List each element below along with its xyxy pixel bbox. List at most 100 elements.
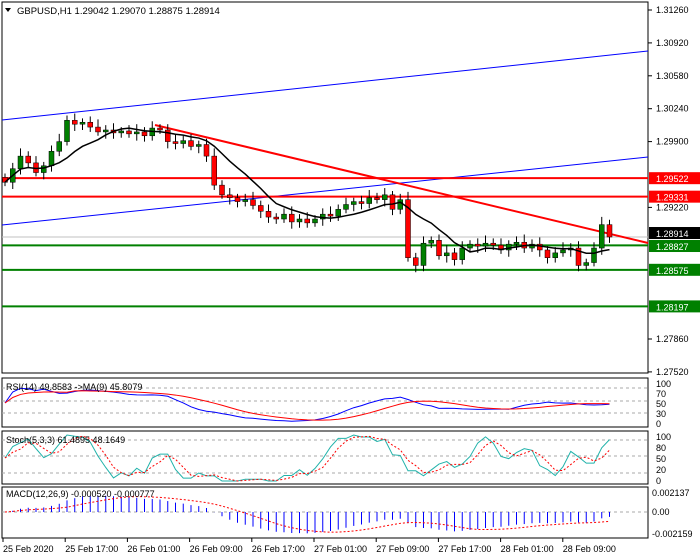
candle — [599, 224, 605, 249]
stoch-tick-label: 20 — [656, 465, 666, 475]
level-label: 1.29522 — [656, 174, 689, 184]
candle — [366, 197, 372, 204]
level-label: 1.28914 — [656, 229, 689, 239]
macd-title: MACD(12,26,9) -0.000520 -0.000777 — [6, 489, 155, 499]
time-label: 25 Feb 2020 — [3, 544, 54, 554]
rsi-tick-label: 100 — [656, 379, 671, 389]
stoch-tick-label: 100 — [656, 432, 671, 442]
candle — [56, 141, 62, 152]
rsi-tick-label: 70 — [656, 389, 666, 399]
candle — [41, 165, 47, 173]
candle — [172, 141, 179, 144]
level-label-bg — [649, 240, 700, 253]
candle — [537, 243, 543, 251]
candle — [87, 121, 93, 128]
price-tick-label: 1.29900 — [656, 137, 689, 147]
dropdown-triangle-icon — [5, 8, 11, 12]
price-tick-label: 1.29220 — [656, 202, 689, 212]
rsi-tick-label: 50 — [656, 399, 666, 409]
time-label: 28 Feb 09:00 — [563, 544, 616, 554]
price-tick-label: 1.27520 — [656, 367, 689, 377]
price-tick-label: 1.30920 — [656, 38, 689, 48]
candle — [552, 252, 558, 258]
candle — [490, 242, 496, 246]
stoch-panel-frame — [1, 430, 649, 485]
rsi-title: RSI(14) 49.8583 ->MA(9) 45.8079 — [6, 382, 142, 392]
level-label-bg — [649, 172, 700, 185]
candle — [95, 126, 101, 133]
candle — [451, 252, 458, 260]
candle — [103, 129, 109, 133]
stoch-signal-line — [4, 435, 610, 482]
stoch-main-line — [4, 434, 610, 482]
candle — [211, 155, 217, 186]
candle — [203, 144, 210, 157]
moving-average-line — [4, 127, 610, 254]
candle — [296, 218, 303, 223]
candle — [606, 224, 613, 238]
candle — [513, 241, 520, 245]
candle — [428, 240, 434, 244]
channel-lower-line — [1, 156, 649, 226]
candle — [64, 120, 70, 142]
time-label: 26 Feb 01:00 — [127, 544, 180, 554]
macd-tick-label: 0.002137 — [652, 488, 690, 498]
chart-header: GBPUSD,H1 1.29042 1.29070 1.28875 1.2891… — [17, 6, 220, 17]
rsi-ma-line — [4, 390, 610, 421]
rsi-line — [4, 387, 610, 422]
level-label: 1.29331 — [656, 193, 689, 203]
candle — [459, 247, 465, 260]
stoch-title: Stoch(5,3,3) 61.4895 48.1649 — [6, 435, 125, 445]
candle — [575, 247, 582, 266]
candle — [304, 218, 310, 224]
candle — [281, 213, 287, 220]
price-tick-label: 1.30580 — [656, 71, 689, 81]
candle — [289, 213, 295, 223]
stoch-tick-label: 50 — [656, 454, 666, 464]
candle — [126, 130, 132, 135]
candle — [134, 131, 140, 135]
stoch-tick-label: 0 — [656, 476, 661, 486]
rsi-tick-label: 0 — [656, 419, 661, 429]
level-label: 1.28197 — [656, 302, 689, 312]
candle — [591, 247, 597, 263]
candle — [196, 144, 202, 147]
candle — [242, 199, 248, 202]
candle — [436, 240, 442, 257]
candle — [79, 121, 86, 125]
candle — [444, 252, 450, 257]
candle — [227, 194, 233, 198]
rsi-panel-frame — [1, 377, 649, 428]
candle — [141, 131, 148, 137]
candle — [118, 130, 124, 134]
time-label: 28 Feb 01:00 — [501, 544, 554, 554]
time-label: 27 Feb 17:00 — [438, 544, 491, 554]
price-tick-label: 1.27860 — [656, 334, 689, 344]
time-label: 26 Feb 09:00 — [190, 544, 243, 554]
price-tick-label: 1.30240 — [656, 104, 689, 114]
candle — [583, 262, 589, 266]
main-panel-frame — [1, 1, 649, 374]
rsi-tick-label: 30 — [656, 409, 666, 419]
candle — [467, 243, 473, 249]
time-label: 27 Feb 01:00 — [314, 544, 367, 554]
candle — [180, 140, 186, 144]
candle — [188, 140, 194, 147]
candle — [48, 151, 55, 167]
level-label-bg — [649, 300, 700, 313]
level-label-bg — [649, 263, 700, 276]
candle — [420, 242, 427, 266]
stoch-tick-label: 80 — [656, 443, 666, 453]
candle — [413, 257, 419, 266]
candle — [25, 155, 31, 164]
candle — [258, 205, 264, 212]
level-label: 1.28827 — [656, 242, 689, 252]
channel-upper-line — [1, 50, 649, 121]
candle — [165, 129, 171, 142]
level-label-bg — [649, 190, 700, 203]
trend-line — [154, 124, 649, 244]
candle — [397, 199, 403, 210]
candle — [405, 199, 411, 258]
